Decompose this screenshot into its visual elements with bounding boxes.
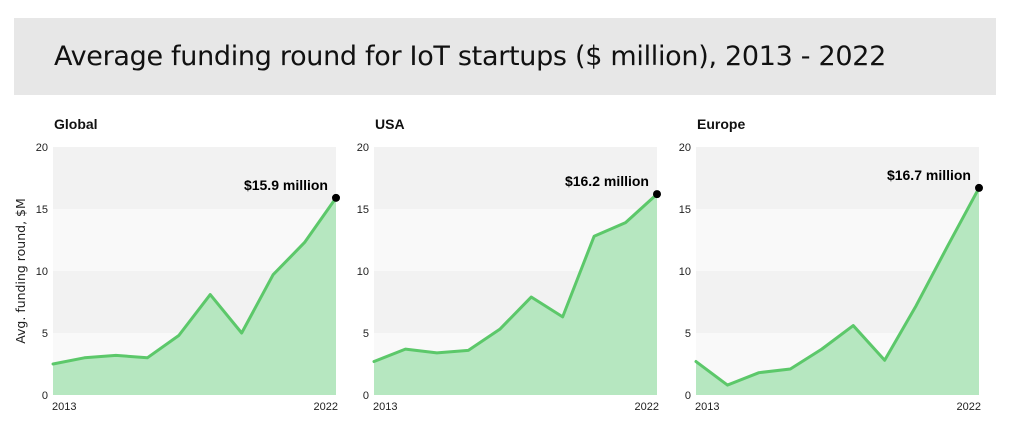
- value-annotation-usa: $16.2 million: [565, 173, 649, 189]
- y-tick-label-global: 0: [42, 390, 48, 402]
- y-tick-label-usa: 5: [363, 328, 369, 340]
- end-point-marker-global: [332, 193, 340, 202]
- grid-band-usa: [374, 147, 657, 209]
- end-point-marker-usa: [653, 190, 661, 199]
- x-tick-label-global: 2022: [314, 401, 338, 413]
- x-tick-label-usa: 2022: [635, 401, 659, 413]
- title-banner: Average funding round for IoT startups (…: [14, 18, 996, 95]
- x-tick-label-europe: 2022: [957, 401, 981, 413]
- y-tick-label-usa: 15: [357, 204, 369, 216]
- series-line-usa: [372, 192, 659, 364]
- grid-band-global: [53, 147, 336, 209]
- area-fill-europe: [696, 187, 979, 395]
- series-line-global: [51, 196, 338, 366]
- area-fill-usa: [374, 194, 657, 395]
- y-axis-label: Avg. funding round, $M: [13, 198, 28, 344]
- panel-title-europe: Europe: [697, 116, 745, 132]
- y-tick-label-europe: 20: [679, 142, 691, 154]
- chart-title: Average funding round for IoT startups (…: [54, 41, 887, 72]
- panel-title-global: Global: [54, 116, 98, 132]
- y-tick-label-global: 5: [42, 328, 48, 340]
- x-tick-label-usa: 2013: [373, 401, 397, 413]
- y-tick-label-europe: 0: [685, 390, 691, 402]
- y-tick-label-global: 15: [36, 204, 48, 216]
- y-tick-label-usa: 10: [357, 266, 369, 278]
- x-tick-label-global: 2013: [52, 401, 76, 413]
- y-tick-label-global: 20: [36, 142, 48, 154]
- y-tick-label-europe: 15: [679, 204, 691, 216]
- panel-title-usa: USA: [375, 116, 405, 132]
- grid-band-europe: [696, 209, 979, 271]
- area-fill-global: [53, 197, 336, 395]
- y-tick-label-usa: 20: [357, 142, 369, 154]
- y-tick-label-europe: 5: [685, 328, 691, 340]
- y-tick-label-usa: 0: [363, 390, 369, 402]
- y-tick-label-global: 10: [36, 266, 48, 278]
- series-line-europe: [694, 186, 981, 387]
- grid-band-europe: [696, 147, 979, 209]
- value-annotation-europe: $16.7 million: [887, 167, 971, 183]
- y-tick-label-europe: 10: [679, 266, 691, 278]
- end-point-marker-europe: [975, 183, 983, 192]
- value-annotation-global: $15.9 million: [244, 177, 328, 193]
- x-tick-label-europe: 2013: [695, 401, 719, 413]
